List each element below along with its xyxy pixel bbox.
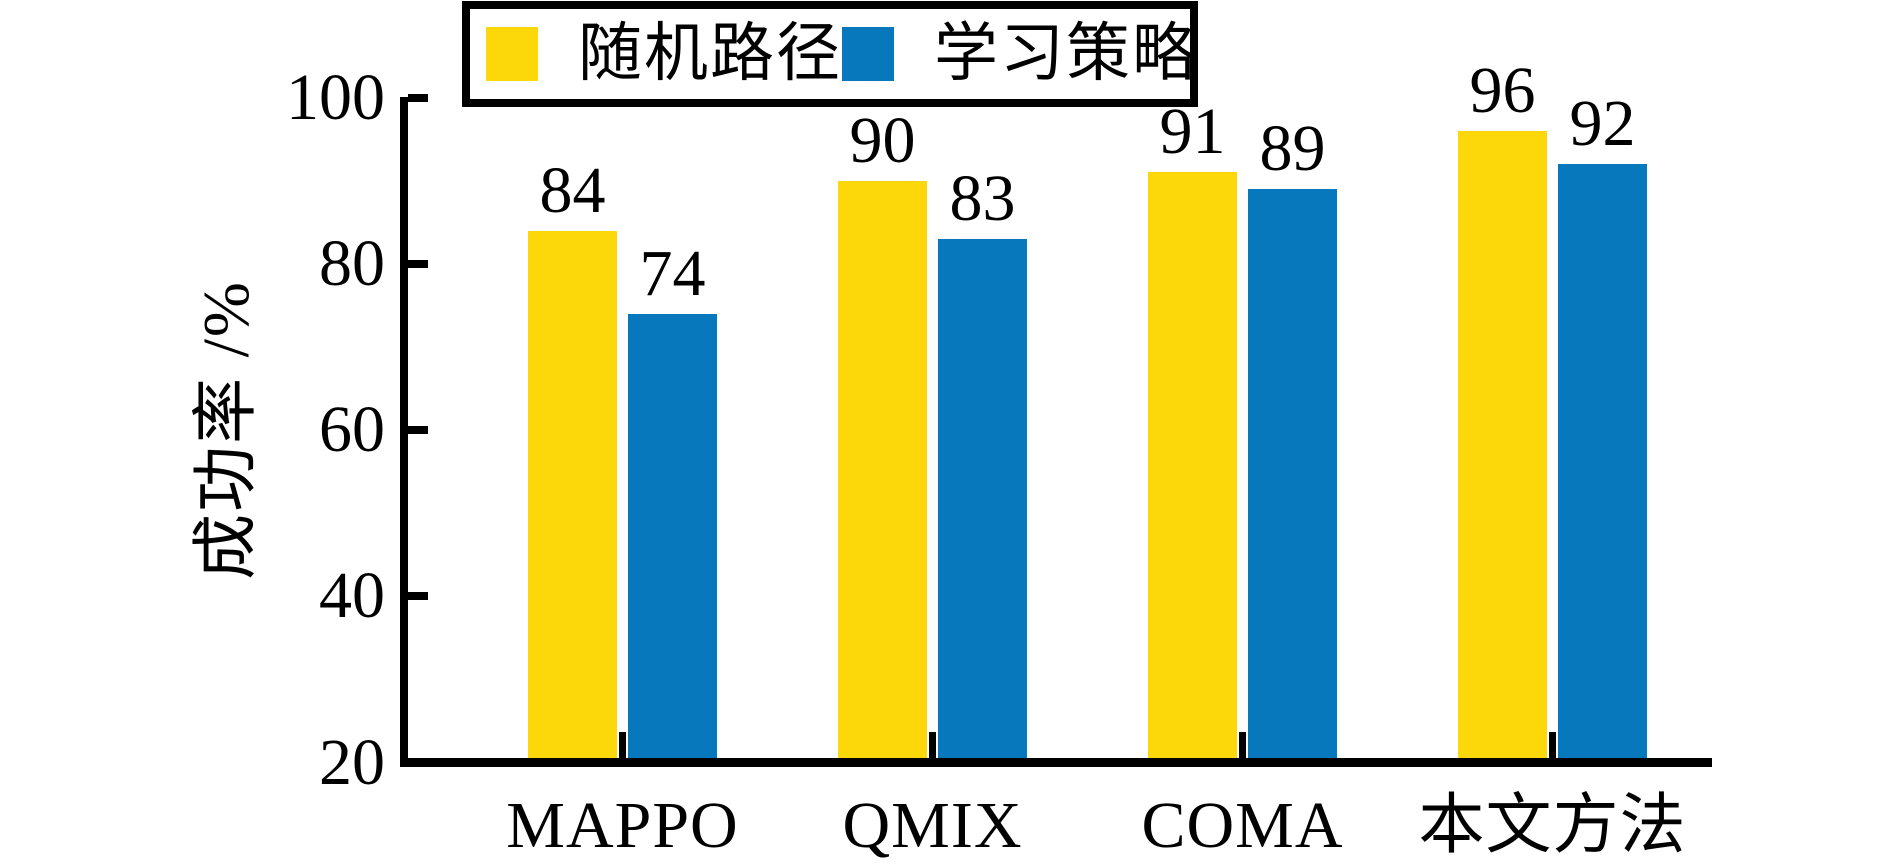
y-tick-80 [408,259,428,268]
legend-item-learning-policy: 学习策略 [842,22,1198,86]
bar-value-label-random-path-QMIX: 90 [849,103,916,177]
bar-value-label-learning-policy-本文方法: 92 [1569,87,1636,160]
y-tick-60 [408,426,428,434]
y-tick-label-100: 100 [286,60,385,134]
legend-label-learning-policy: 学习策略 [934,18,1198,89]
bar-value-label-learning-policy-MAPPO: 74 [639,236,706,310]
x-category-label-3: COMA [1141,789,1344,862]
y-tick-label-80: 80 [319,226,385,300]
bar-learning-policy-QMIX [938,238,1027,758]
bar-random-path-本文方法 [1458,130,1547,758]
bar-random-path-QMIX [838,180,927,758]
bar-learning-policy-COMA [1248,188,1337,758]
y-tick-label-20: 20 [319,725,385,799]
x-category-label-2: QMIX [842,789,1023,862]
x-tick-1 [619,732,626,758]
x-category-label-4: 本文方法 [1418,789,1687,862]
y-tick-40 [408,592,428,601]
bar-value-label-random-path-MAPPO: 84 [539,153,606,227]
y-tick-100 [408,93,428,102]
bar-value-label-random-path-COMA: 91 [1159,95,1226,169]
x-tick-3 [1239,732,1246,758]
x-category-label-1: MAPPO [506,789,739,862]
bar-learning-policy-MAPPO [628,313,717,758]
bar-value-label-learning-policy-QMIX: 83 [949,161,1016,235]
legend-label-random-path: 随机路径 [578,18,842,89]
y-tick-label-40: 40 [319,559,385,633]
y-axis-spine [400,97,408,767]
legend-item-random-path: 随机路径 [486,22,842,86]
y-tick-label-60: 60 [319,393,385,466]
x-axis-line [400,758,1712,767]
legend: 随机路径 学习策略 [462,1,1198,107]
bar-value-label-random-path-本文方法: 96 [1469,53,1536,127]
bar-value-label-learning-policy-COMA: 89 [1259,111,1326,185]
x-tick-4 [1549,732,1556,758]
bar-random-path-COMA [1148,172,1237,758]
x-tick-2 [929,732,936,758]
bar-learning-policy-本文方法 [1558,164,1647,758]
legend-swatch-random-path [486,27,538,81]
bar-random-path-MAPPO [528,230,617,758]
legend-swatch-learning-policy [842,27,894,81]
